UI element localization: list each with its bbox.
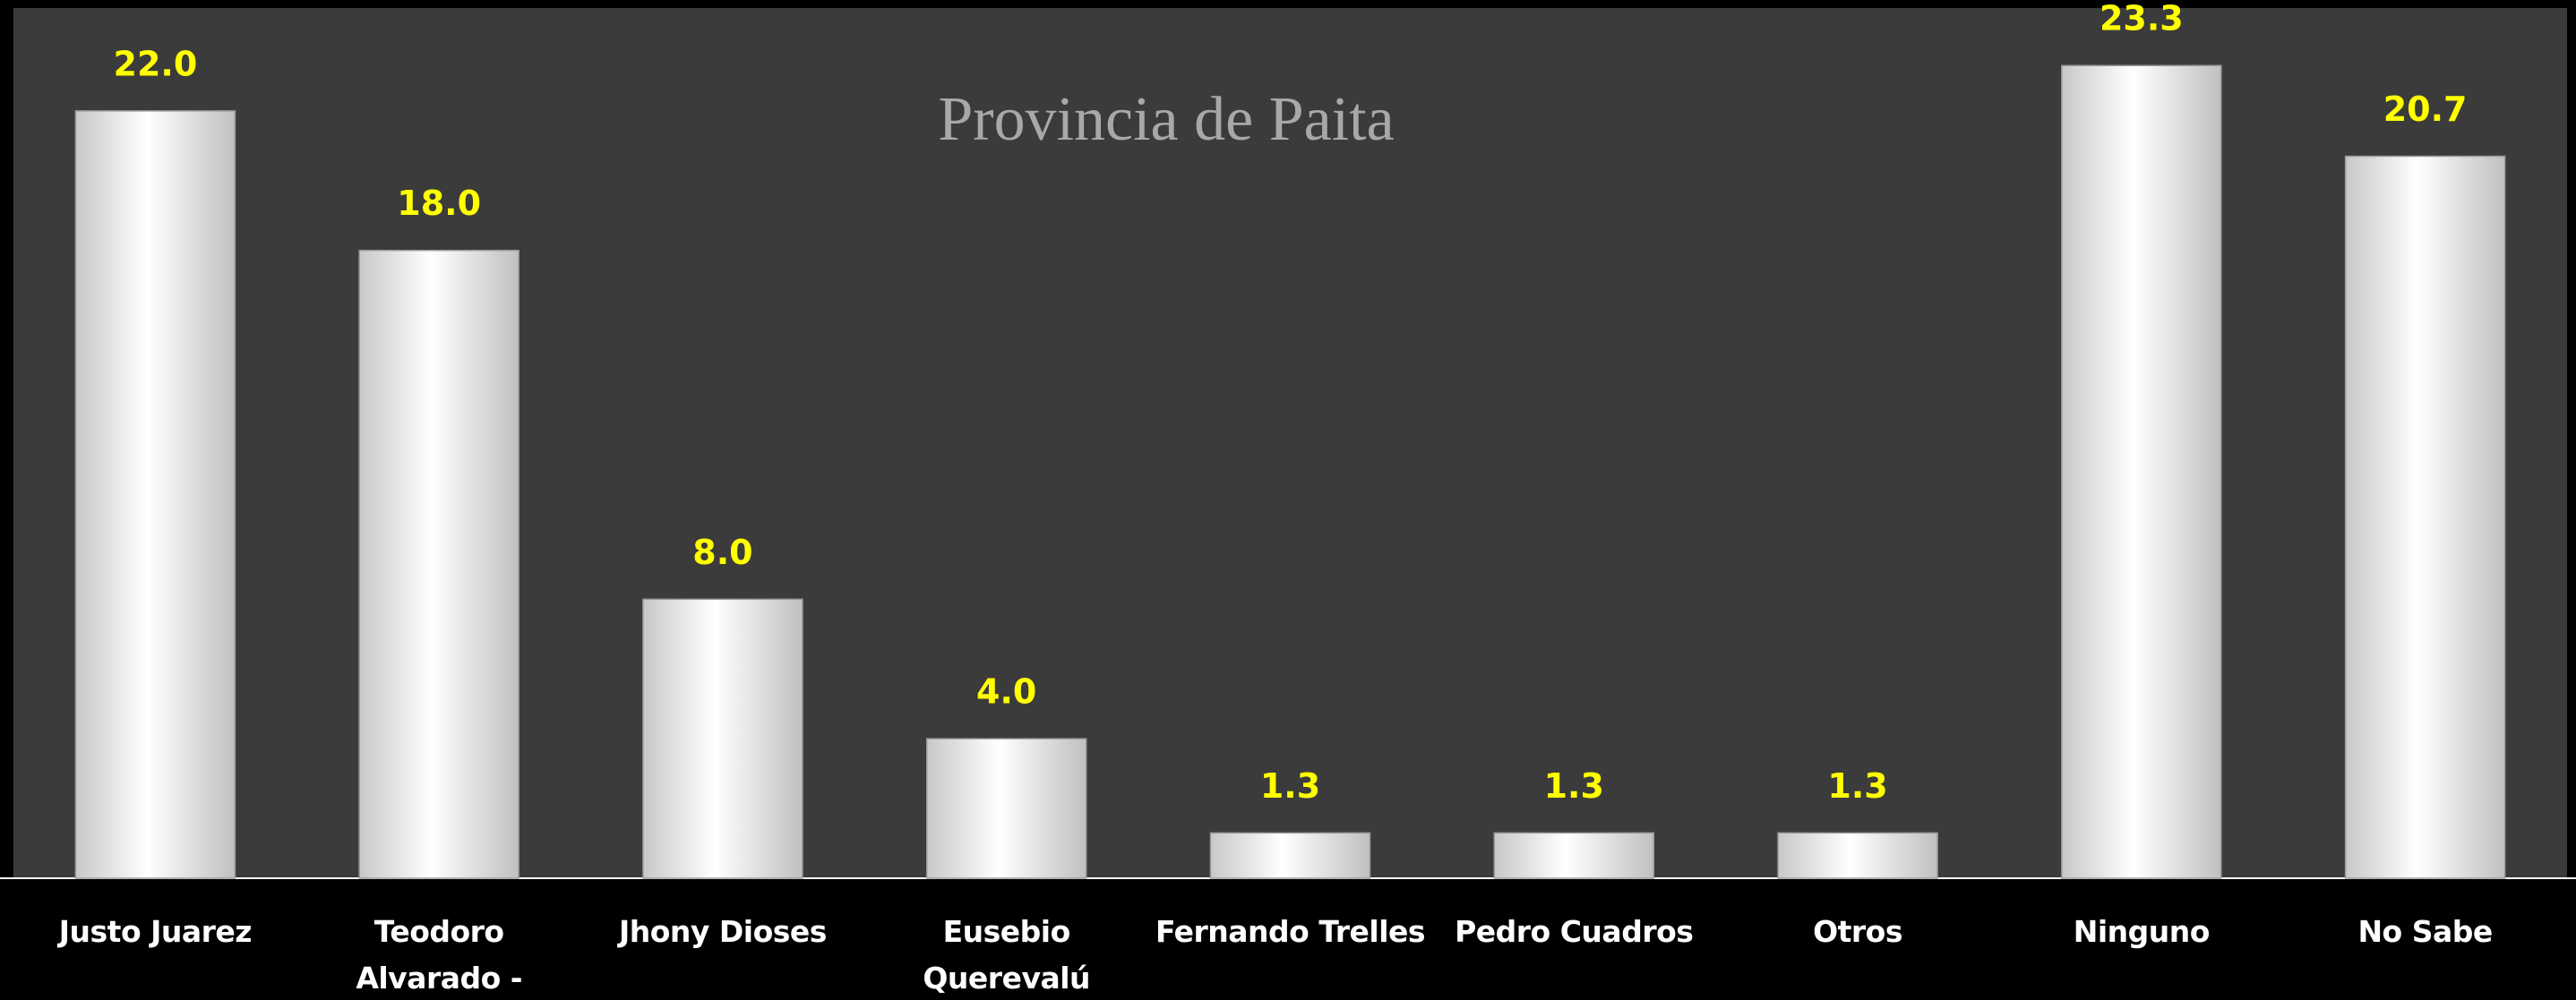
x-tick-label: Justo Juarez xyxy=(58,914,253,949)
x-tick-label: Pedro Cuadros xyxy=(1455,914,1694,949)
bar xyxy=(642,598,803,879)
x-tick-label: Jhony Dioses xyxy=(618,914,827,949)
value-label: 1.3 xyxy=(1544,766,1604,806)
x-tick-label: Otros xyxy=(1813,914,1902,949)
value-label: 1.3 xyxy=(1827,766,1887,806)
bar xyxy=(925,738,1087,879)
value-label: 20.7 xyxy=(2383,90,2468,129)
value-label: 18.0 xyxy=(397,184,481,223)
bar xyxy=(1777,832,1938,879)
bar xyxy=(74,110,236,879)
bar xyxy=(1493,832,1655,879)
value-label: 1.3 xyxy=(1260,766,1320,806)
x-tick-label: Eusebio Querevalú xyxy=(923,914,1091,996)
value-label: 23.3 xyxy=(2099,0,2184,38)
bar xyxy=(2344,155,2506,879)
bar xyxy=(1209,832,1371,879)
value-label: 22.0 xyxy=(114,44,198,83)
chart-title: Provincia de Paita xyxy=(938,85,1394,154)
value-label: 4.0 xyxy=(976,672,1036,712)
bar xyxy=(358,249,519,879)
x-tick-label: Ninguno xyxy=(2073,914,2211,949)
x-tick-label: Teodoro Alvarado - Chapulin xyxy=(356,914,522,996)
x-tick-label: Fernando Trelles xyxy=(1155,914,1426,949)
x-tick-label: No Sabe xyxy=(2357,914,2493,949)
bar xyxy=(2061,64,2222,879)
value-label: 8.0 xyxy=(692,533,752,572)
